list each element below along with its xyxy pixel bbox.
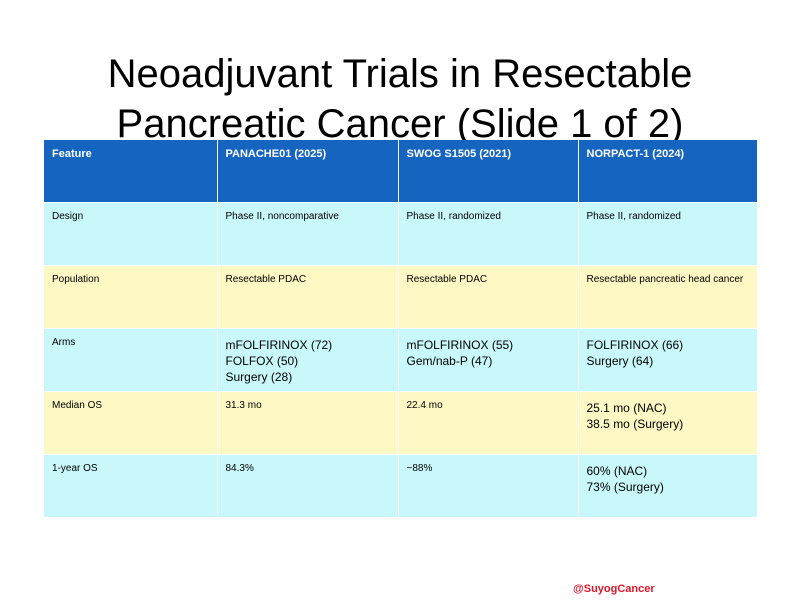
header-panache01: PANACHE01 (2025) bbox=[217, 140, 399, 203]
row-label-1-year-os: 1-year OS bbox=[44, 454, 218, 518]
cell-design-swog: Phase II, randomized bbox=[398, 202, 579, 266]
cell-median-os-swog: 22.4 mo bbox=[398, 391, 579, 455]
cell-text: mFOLFIRINOX (55) bbox=[406, 337, 514, 352]
cell-text: Phase II, randomized bbox=[406, 210, 502, 222]
table-row-population: Population Resectable PDAC Resectable PD… bbox=[44, 265, 757, 329]
cell-text: 31.3 mo bbox=[225, 399, 262, 411]
cell-text: FOLFIRINOX (66) bbox=[586, 337, 684, 352]
cell-1-year-os-swog: ~88% bbox=[398, 454, 579, 518]
cell-median-os-panache01: 31.3 mo bbox=[217, 391, 399, 455]
cell-text: Surgery (28) bbox=[225, 369, 293, 384]
cell-design-norpact: Phase II, randomized bbox=[578, 202, 757, 266]
cell-1-year-os-norpact: 60% (NAC) 73% (Surgery) bbox=[578, 454, 757, 518]
cell-text: 38.5 mo (Surgery) bbox=[586, 416, 684, 431]
cell-text: FOLFOX (50) bbox=[225, 353, 299, 368]
cell-text: Phase II, noncomparative bbox=[225, 210, 339, 222]
cell-text: Gem/nab-P (47) bbox=[406, 353, 493, 368]
header-norpact-1: NORPACT-1 (2024) bbox=[578, 140, 757, 203]
table-header-row: Feature PANACHE01 (2025) SWOG S1505 (202… bbox=[44, 140, 757, 203]
header-feature: Feature bbox=[44, 140, 218, 203]
cell-text: 60% (NAC) bbox=[586, 463, 648, 478]
cell-text: ~88% bbox=[406, 462, 433, 474]
cell-arms-swog: mFOLFIRINOX (55) Gem/nab-P (47) bbox=[398, 328, 579, 392]
author-handle: @SuyogCancer bbox=[573, 583, 655, 595]
cell-text: 84.3% bbox=[225, 462, 254, 474]
table-row-arms: Arms mFOLFIRINOX (72) FOLFOX (50) Surger… bbox=[44, 328, 757, 392]
cell-design-panache01: Phase II, noncomparative bbox=[217, 202, 399, 266]
cell-median-os-norpact: 25.1 mo (NAC) 38.5 mo (Surgery) bbox=[578, 391, 757, 455]
table-row-median-os: Median OS 31.3 mo 22.4 mo 25.1 mo (NAC) … bbox=[44, 391, 757, 455]
slide-title-line-1: Neoadjuvant Trials in Resectable bbox=[107, 51, 693, 96]
cell-text: Resectable PDAC bbox=[225, 273, 307, 285]
cell-arms-panache01: mFOLFIRINOX (72) FOLFOX (50) Surgery (28… bbox=[217, 328, 399, 392]
cell-text: Phase II, randomized bbox=[586, 210, 682, 222]
cell-text: Surgery (64) bbox=[586, 353, 654, 368]
cell-text: 73% (Surgery) bbox=[586, 479, 664, 494]
cell-arms-norpact: FOLFIRINOX (66) Surgery (64) bbox=[578, 328, 757, 392]
cell-population-panache01: Resectable PDAC bbox=[217, 265, 399, 329]
cell-population-norpact: Resectable pancreatic head cancer bbox=[578, 265, 757, 329]
cell-1-year-os-panache01: 84.3% bbox=[217, 454, 399, 518]
cell-text: mFOLFIRINOX (72) bbox=[225, 337, 333, 352]
row-label-median-os: Median OS bbox=[44, 391, 218, 455]
slide-title: Neoadjuvant Trials in Resectable Pancrea… bbox=[0, 49, 800, 149]
cell-text: 25.1 mo (NAC) bbox=[586, 400, 667, 415]
table-row-design: Design Phase II, noncomparative Phase II… bbox=[44, 202, 757, 266]
trials-comparison-table: Feature PANACHE01 (2025) SWOG S1505 (202… bbox=[44, 140, 757, 518]
row-label-design: Design bbox=[44, 202, 218, 266]
table-row-1-year-os: 1-year OS 84.3% ~88% 60% (NAC) 73% (Surg… bbox=[44, 454, 757, 518]
header-swog-s1505: SWOG S1505 (2021) bbox=[398, 140, 579, 203]
cell-text: Resectable pancreatic head cancer bbox=[586, 273, 744, 285]
cell-text: Resectable PDAC bbox=[406, 273, 488, 285]
row-label-arms: Arms bbox=[44, 328, 218, 392]
cell-population-swog: Resectable PDAC bbox=[398, 265, 579, 329]
row-label-population: Population bbox=[44, 265, 218, 329]
cell-text: 22.4 mo bbox=[406, 399, 443, 411]
slide-title-line-2: Pancreatic Cancer (Slide 1 of 2) bbox=[116, 101, 684, 146]
